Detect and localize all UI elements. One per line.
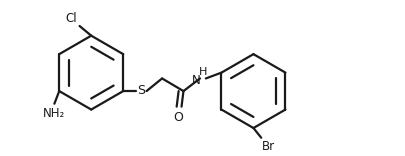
Text: NH₂: NH₂ [43,107,65,120]
Text: N: N [192,74,200,87]
Text: O: O [173,110,183,124]
Text: S: S [136,84,144,97]
Text: H: H [198,68,207,78]
Text: Cl: Cl [65,12,77,25]
Text: Br: Br [262,140,275,153]
